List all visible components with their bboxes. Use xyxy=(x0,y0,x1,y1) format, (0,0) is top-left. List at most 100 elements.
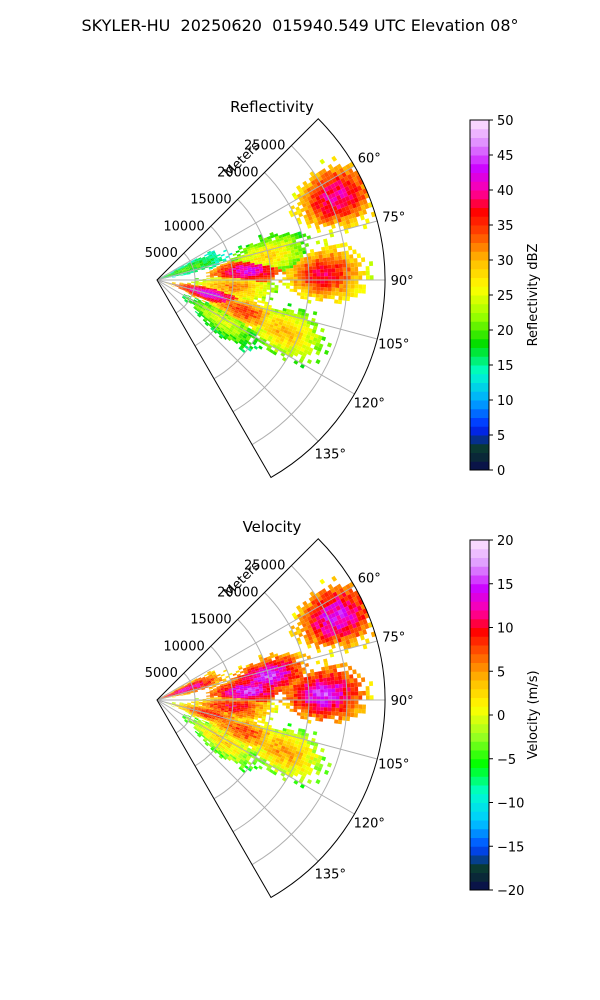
radar-gate xyxy=(239,726,244,730)
radar-gate xyxy=(171,703,176,705)
radar-gate xyxy=(354,704,359,709)
radar-gate xyxy=(312,706,317,711)
radar-gate xyxy=(175,272,179,275)
radar-gate xyxy=(191,701,195,703)
radar-gate xyxy=(341,675,346,680)
colorbar-segment xyxy=(470,408,489,418)
radar-gate xyxy=(273,678,278,683)
radar-gate xyxy=(316,265,321,270)
radar-gate xyxy=(179,284,184,286)
radar-gate xyxy=(324,665,330,671)
range-tick-label: 25000 xyxy=(244,559,285,574)
radar-gate xyxy=(246,335,252,340)
radar-gate xyxy=(354,641,359,647)
radar-gate xyxy=(191,282,195,284)
radar-gate xyxy=(221,285,226,288)
radar-gate xyxy=(207,681,212,684)
radar-gate xyxy=(246,679,251,683)
radar-gate xyxy=(217,695,222,698)
radar-gate xyxy=(344,185,350,192)
radar-gate xyxy=(341,251,346,256)
radar-gate xyxy=(282,277,287,280)
radar-gate xyxy=(237,719,242,723)
radar-gate xyxy=(328,276,332,280)
radar-gate xyxy=(259,288,263,292)
radar-gate xyxy=(178,287,183,290)
radar-gate xyxy=(229,327,234,331)
radar-gate xyxy=(335,707,340,712)
radar-gate xyxy=(350,284,355,289)
radar-gate xyxy=(303,634,308,639)
radar-gate xyxy=(312,311,318,316)
colorbar-segment xyxy=(470,557,489,567)
radar-gate xyxy=(346,704,351,709)
colorbar-tick-label: 15 xyxy=(497,359,514,374)
radar-gate xyxy=(312,218,318,223)
radar-gate xyxy=(297,280,302,284)
radar-gate xyxy=(268,674,273,678)
radar-gate xyxy=(222,744,227,748)
radar-gate xyxy=(280,764,286,770)
radar-gate xyxy=(213,273,218,275)
radar-gate xyxy=(285,753,291,759)
radar-gate xyxy=(316,269,321,273)
radar-gate xyxy=(255,693,260,696)
radar-gate xyxy=(335,243,341,249)
radar-gate xyxy=(343,284,347,289)
radar-gate xyxy=(246,261,251,265)
radar-gate xyxy=(206,258,211,261)
radar-gate xyxy=(301,247,307,252)
radar-gate xyxy=(231,713,236,716)
radar-gate xyxy=(291,329,297,334)
radar-gate xyxy=(190,706,195,709)
radar-gate xyxy=(212,325,217,329)
radar-gate xyxy=(236,694,241,697)
radar-gate xyxy=(306,359,312,365)
radar-gate xyxy=(228,741,233,746)
radar-gate xyxy=(289,246,295,251)
radar-gate xyxy=(315,615,321,621)
radar-gate xyxy=(358,630,364,636)
radar-gate xyxy=(297,706,302,710)
radar-gate xyxy=(285,324,291,329)
radar-gate xyxy=(206,679,211,682)
radar-gate xyxy=(217,751,221,756)
radar-gate xyxy=(308,703,313,707)
radar-gate xyxy=(219,307,224,311)
radar-gate xyxy=(243,307,248,311)
radar-gate xyxy=(232,274,237,277)
radar-gate xyxy=(242,335,247,340)
radar-gate xyxy=(255,326,261,331)
radar-gate xyxy=(339,603,345,610)
radar-gate xyxy=(246,297,251,301)
radar-gate xyxy=(310,180,317,186)
radar-gate xyxy=(228,252,233,256)
radar-gate xyxy=(304,712,309,717)
colorbar-segment xyxy=(470,242,489,252)
colorbar-tick-label: −15 xyxy=(497,840,524,855)
radar-gate xyxy=(207,739,212,743)
radar-gate xyxy=(250,685,255,688)
colorbar-segment xyxy=(470,400,489,410)
radar-gate xyxy=(243,745,248,750)
radar-gate xyxy=(327,264,332,269)
radar-gate xyxy=(271,319,276,323)
radar-gate xyxy=(214,259,219,262)
radar-gate xyxy=(273,242,278,246)
radar-gate xyxy=(307,256,312,261)
radar-gate xyxy=(199,262,204,265)
radar-gate xyxy=(221,311,226,316)
colorbar-segment xyxy=(470,373,489,383)
radar-gate xyxy=(183,714,188,717)
radar-gate xyxy=(244,734,250,738)
radar-gate xyxy=(269,232,274,236)
colorbar-segment xyxy=(470,636,489,646)
radar-gate xyxy=(307,224,312,229)
radar-gate xyxy=(297,311,302,316)
radar-gate xyxy=(268,660,273,665)
radar-gate xyxy=(238,327,243,332)
radar-gate xyxy=(281,335,286,340)
colorbar-segment xyxy=(470,163,489,173)
radar-gate xyxy=(308,289,313,294)
radar-gate xyxy=(344,670,350,676)
